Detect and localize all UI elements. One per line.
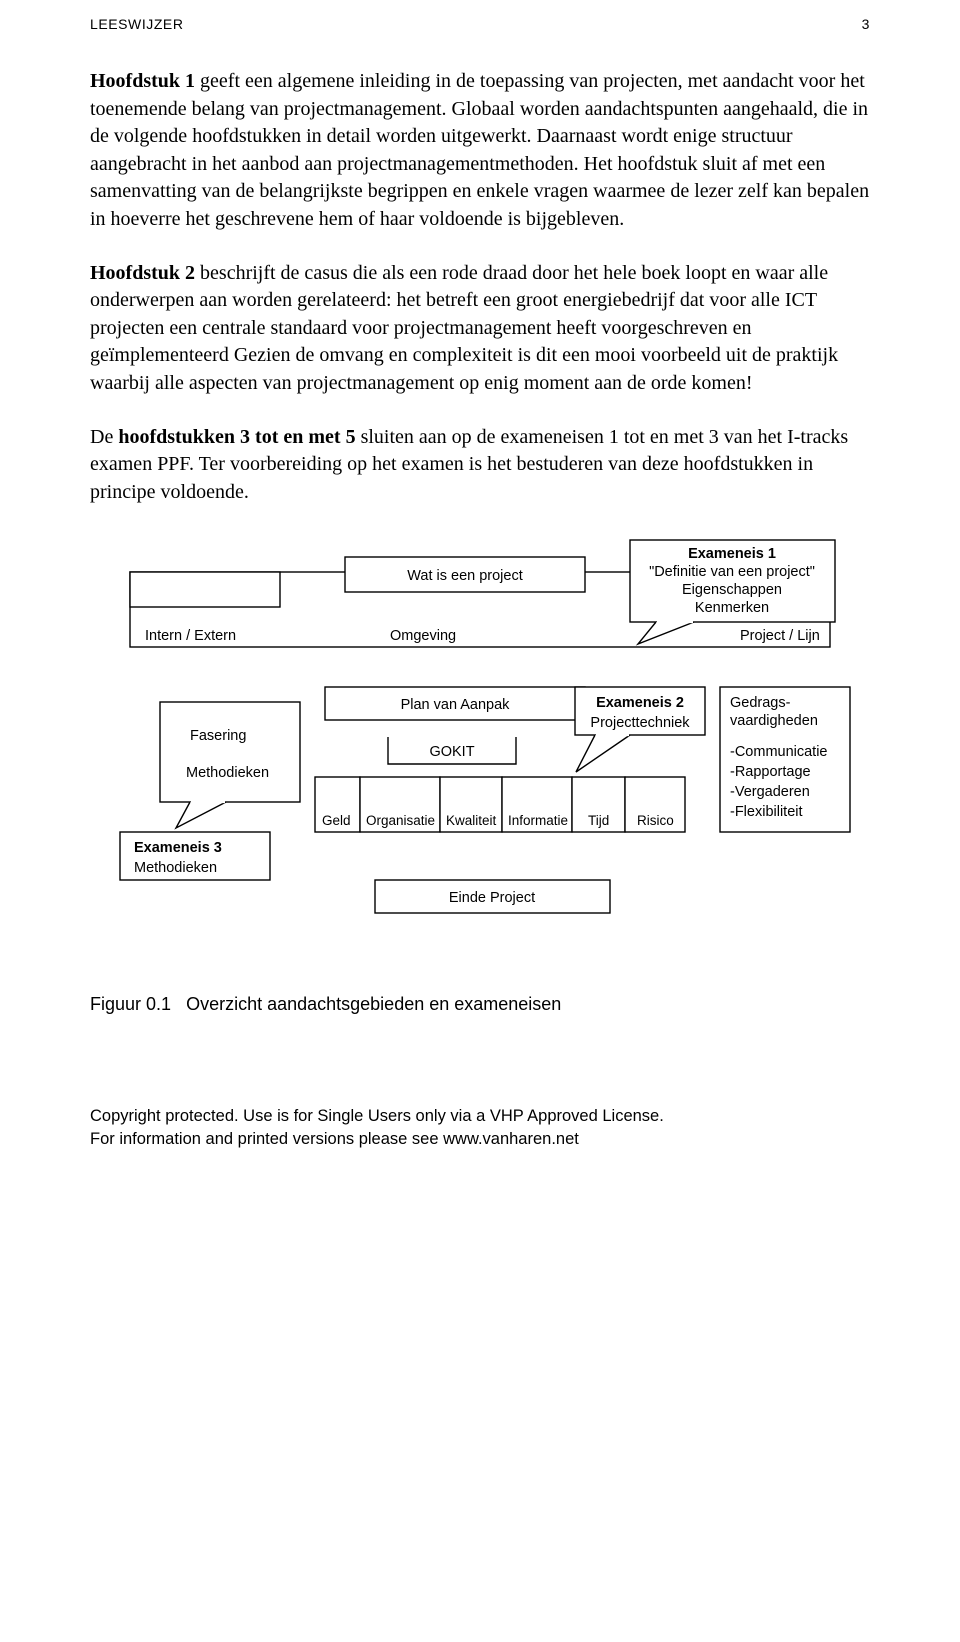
exameneis2-title: Exameneis 2 [596, 695, 684, 711]
copyright-block: Copyright protected. Use is for Single U… [90, 1105, 870, 1150]
header-left: LEESWIJZER [90, 16, 184, 32]
caption-text: Overzicht aandachtsgebieden en exameneis… [186, 994, 561, 1014]
p3-bold: hoofdstukken 3 tot en met 5 [118, 426, 355, 448]
figure-caption: Figuur 0.1 Overzicht aandachtsgebieden e… [90, 994, 870, 1015]
gedrags-item1: -Communicatie [730, 744, 828, 760]
cell-kwaliteit: Kwaliteit [446, 813, 497, 828]
fasering-box [160, 702, 300, 802]
gedrags-item4: -Flexibiliteit [730, 804, 803, 820]
fasering-label: Fasering [190, 728, 246, 744]
fasering-callout [176, 802, 226, 828]
cell-tijd: Tijd [588, 813, 609, 828]
page-number: 3 [862, 16, 870, 32]
gedrags-item3: -Vergaderen [730, 784, 810, 800]
intern-extern-label: Intern / Extern [145, 628, 236, 644]
paragraph-1: Hoofdstuk 1 geeft een algemene inleiding… [90, 68, 870, 234]
copyright-line2: For information and printed versions ple… [90, 1128, 870, 1150]
paragraph-2: Hoofdstuk 2 beschrijft de casus die als … [90, 260, 870, 398]
p1-lead: Hoofdstuk 1 [90, 70, 195, 92]
intern-extern-box [130, 572, 280, 607]
gedrags-title1: Gedrags- [730, 695, 791, 711]
cell-risico: Risico [637, 813, 674, 828]
omgeving-label: Omgeving [390, 628, 456, 644]
exameneis3-line2: Methodieken [134, 860, 217, 876]
gedrags-title2: vaardigheden [730, 713, 818, 729]
exameneis1-line3: Eigenschappen [682, 582, 782, 598]
exameneis1-callout [638, 622, 694, 644]
caption-label: Figuur 0.1 [90, 994, 171, 1014]
exameneis2-callout [576, 735, 630, 772]
p2-lead: Hoofdstuk 2 [90, 262, 195, 284]
einde-label: Einde Project [449, 890, 535, 906]
gokit-label: GOKIT [429, 744, 474, 760]
page-header: LEESWIJZER 3 [90, 16, 870, 32]
wat-is-project-label: Wat is een project [407, 568, 523, 584]
exameneis3-title: Exameneis 3 [134, 840, 222, 856]
copyright-line1: Copyright protected. Use is for Single U… [90, 1105, 870, 1127]
gedrags-item2: -Rapportage [730, 764, 811, 780]
exameneis2-line2: Projecttechniek [590, 715, 690, 731]
figure-diagram: Wat is een project Exameneis 1 "Definiti… [90, 532, 870, 972]
plan-label: Plan van Aanpak [401, 697, 511, 713]
cell-organisatie: Organisatie [366, 813, 435, 828]
cell-geld: Geld [322, 813, 351, 828]
exameneis1-line4: Kenmerken [695, 600, 769, 616]
cell-informatie: Informatie [508, 813, 568, 828]
p1-body: geeft een algemene inleiding in de toepa… [90, 70, 869, 230]
exameneis1-line2: "Definitie van een project" [649, 564, 815, 580]
paragraph-3: De hoofdstukken 3 tot en met 5 sluiten a… [90, 424, 870, 507]
p2-body: beschrijft de casus die als een rode dra… [90, 262, 838, 394]
p3-pre: De [90, 426, 118, 448]
methodieken-label: Methodieken [186, 765, 269, 781]
exameneis1-title: Exameneis 1 [688, 546, 776, 562]
project-lijn-label: Project / Lijn [740, 628, 820, 644]
